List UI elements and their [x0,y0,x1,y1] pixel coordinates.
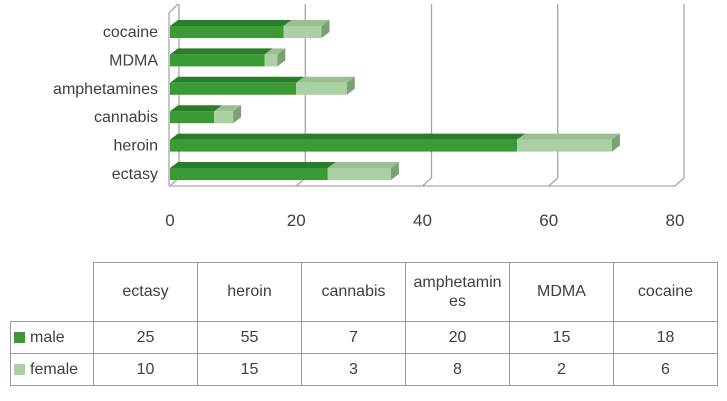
column-header-cannabis: cannabis [301,262,406,322]
table-row-male: male 25 55 7 20 15 18 [10,321,718,354]
bar-end-cap-MDMA [277,48,286,67]
bar-top-female-cannabis [214,105,242,112]
gridline-foot-60 [548,177,559,187]
cell-female-cocaine: 6 [613,353,718,386]
legend-cell-female: female [10,353,94,386]
column-header-heroin: heroin [197,262,302,322]
data-table: ectasy heroin cannabis amphetamines MDMA… [10,262,718,386]
table-row-female: female 10 15 3 8 2 6 [10,353,718,386]
bar-end-cap-heroin [611,133,620,152]
bar-female-cannabis [214,111,234,124]
cell-male-cannabis: 7 [301,321,406,354]
bar-top-female-ectasy [327,162,399,168]
cell-female-ectasy: 10 [93,353,198,386]
bar-end-cap-ectasy [390,162,399,180]
cell-female-mdma: 2 [509,353,614,386]
female-series-swatch [14,363,25,375]
bar-male-cocaine [170,26,284,38]
bar-end-cap-cannabis [233,105,242,124]
bar-end-cap-cocaine [321,20,330,38]
legend-cell-male: male [10,321,94,354]
cell-female-heroin: 15 [197,353,302,386]
bar-end-cap-amphetamines [346,76,355,95]
x-tick-label-60: 60 [539,211,558,230]
category-label-MDMA: MDMA [109,52,158,69]
bar-female-amphetamines [296,82,347,95]
bar-top-male-ectasy [170,162,336,168]
column-header-amphetamines: amphetamines [405,262,510,322]
bar-female-heroin [517,139,612,152]
cell-male-cocaine: 18 [613,321,718,354]
cell-male-heroin: 55 [197,321,302,354]
bar-top-female-MDMA [264,48,286,55]
female-series-label: female [30,360,79,378]
left-wall-edge [168,3,179,186]
cell-male-ectasy: 25 [93,321,198,354]
male-series-label: male [30,328,65,346]
bar-female-ectasy [327,168,391,180]
category-label-cannabis: cannabis [94,109,158,126]
bar-top-female-cocaine [283,20,330,26]
category-label-heroin: heroin [114,138,158,155]
bar-top-male-cocaine [170,20,292,26]
cell-female-amphetamines: 8 [405,353,510,386]
gridline-foot-80 [674,177,685,187]
bar-female-MDMA [264,54,278,67]
bar-top-female-amphetamines [296,76,355,83]
gridline-foot-40 [422,177,432,187]
cell-male-amphetamines: 20 [405,321,510,354]
x-tick-label-80: 80 [666,211,685,230]
cell-male-mdma: 15 [509,321,614,354]
cell-female-cannabis: 3 [301,353,406,386]
column-header-mdma: MDMA [509,262,614,322]
bar-male-cannabis [170,111,215,124]
bar-top-male-MDMA [170,48,273,55]
bar-top-male-cannabis [170,105,223,112]
x-tick-label-0: 0 [165,211,174,230]
stacked-bar-chart: cocaine MDMA amphetamines cannabis heroin ect… [53,3,685,230]
column-header-ectasy: ectasy [93,262,198,322]
table-header-row: ectasy heroin cannabis amphetamines MDMA… [10,262,718,322]
x-tick-label-40: 40 [413,211,432,230]
category-label-ectasy: ectasy [112,166,158,183]
x-tick-label-20: 20 [287,211,306,230]
bar-top-male-heroin [170,133,526,140]
chart-canvas: cocaine MDMA amphetamines cannabis heroin ect… [53,3,685,230]
chart-data-table: ectasy heroin cannabis amphetamines MDMA… [10,262,718,386]
bar-female-cocaine [283,26,322,38]
bar-male-heroin [170,139,518,152]
bar-top-male-amphetamines [170,76,305,83]
bar-male-MDMA [170,54,265,67]
category-label-amphetamines: amphetamines [53,81,158,98]
bar-male-amphetamines [170,82,297,95]
male-series-swatch [14,331,25,343]
bar-top-female-heroin [517,133,620,140]
bar-male-ectasy [170,168,328,180]
category-label-cocaine: cocaine [103,24,158,41]
table-corner-cell [10,262,94,322]
column-header-cocaine: cocaine [613,262,718,322]
